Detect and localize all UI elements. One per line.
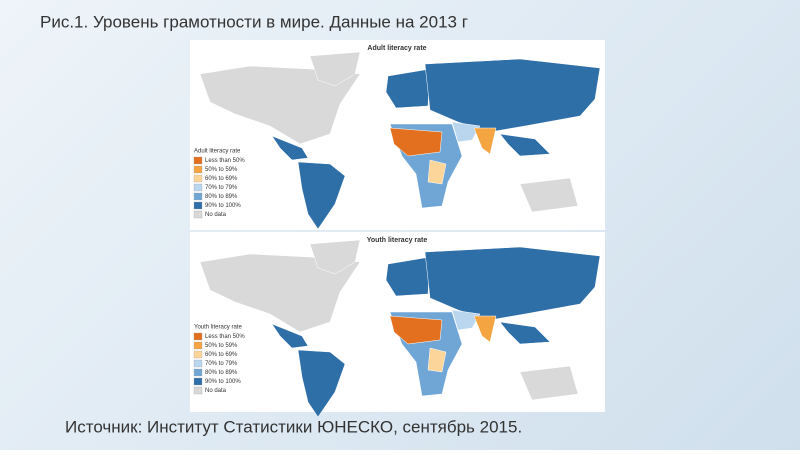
legend-label: 70% to 79% bbox=[205, 185, 238, 191]
map-panel: Adult literacy rate Adult literacy rate L… bbox=[190, 40, 605, 230]
legend-label: No data bbox=[205, 212, 227, 218]
legend-label: 50% to 59% bbox=[205, 167, 238, 173]
legend-swatch bbox=[193, 192, 203, 201]
legend-label: 60% to 69% bbox=[205, 352, 238, 358]
legend-swatch bbox=[193, 332, 203, 341]
source-note: Источник: Институт Статистики ЮНЕСКО, се… bbox=[65, 417, 522, 436]
legend-swatch bbox=[193, 377, 203, 386]
legend: Adult literacy rate Less than 50% 50% to 5… bbox=[193, 149, 245, 219]
legend-swatch bbox=[193, 156, 203, 165]
map-title: Youth literacy rate bbox=[367, 237, 428, 244]
map-title: Adult literacy rate bbox=[367, 45, 426, 52]
legend-label: Less than 50% bbox=[205, 334, 245, 340]
legend-swatch bbox=[193, 350, 203, 359]
legend-title: Youth literacy rate bbox=[194, 325, 242, 331]
legend-swatch bbox=[193, 183, 203, 192]
slide-title: Рис.1. Уровень грамотности в мире. Данны… bbox=[40, 12, 468, 31]
legend: Youth literacy rate Less than 50% 50% to 5… bbox=[193, 325, 245, 395]
legend-title: Adult literacy rate bbox=[194, 149, 241, 155]
legend-swatch bbox=[193, 201, 203, 210]
legend-swatch bbox=[193, 368, 203, 377]
map-panel: Youth literacy rate Youth literacy rate L… bbox=[190, 232, 605, 418]
legend-label: 80% to 89% bbox=[205, 194, 238, 200]
legend-label: Less than 50% bbox=[205, 158, 245, 164]
legend-label: 90% to 100% bbox=[205, 379, 241, 385]
legend-swatch bbox=[193, 386, 203, 395]
legend-label: 80% to 89% bbox=[205, 370, 238, 376]
legend-swatch bbox=[193, 341, 203, 350]
legend-swatch bbox=[193, 174, 203, 183]
legend-label: No data bbox=[205, 388, 227, 394]
legend-label: 50% to 59% bbox=[205, 343, 238, 349]
legend-label: 60% to 69% bbox=[205, 176, 238, 182]
legend-swatch bbox=[193, 359, 203, 368]
legend-swatch bbox=[193, 165, 203, 174]
legend-label: 90% to 100% bbox=[205, 203, 241, 209]
legend-swatch bbox=[193, 210, 203, 219]
legend-label: 70% to 79% bbox=[205, 361, 238, 367]
